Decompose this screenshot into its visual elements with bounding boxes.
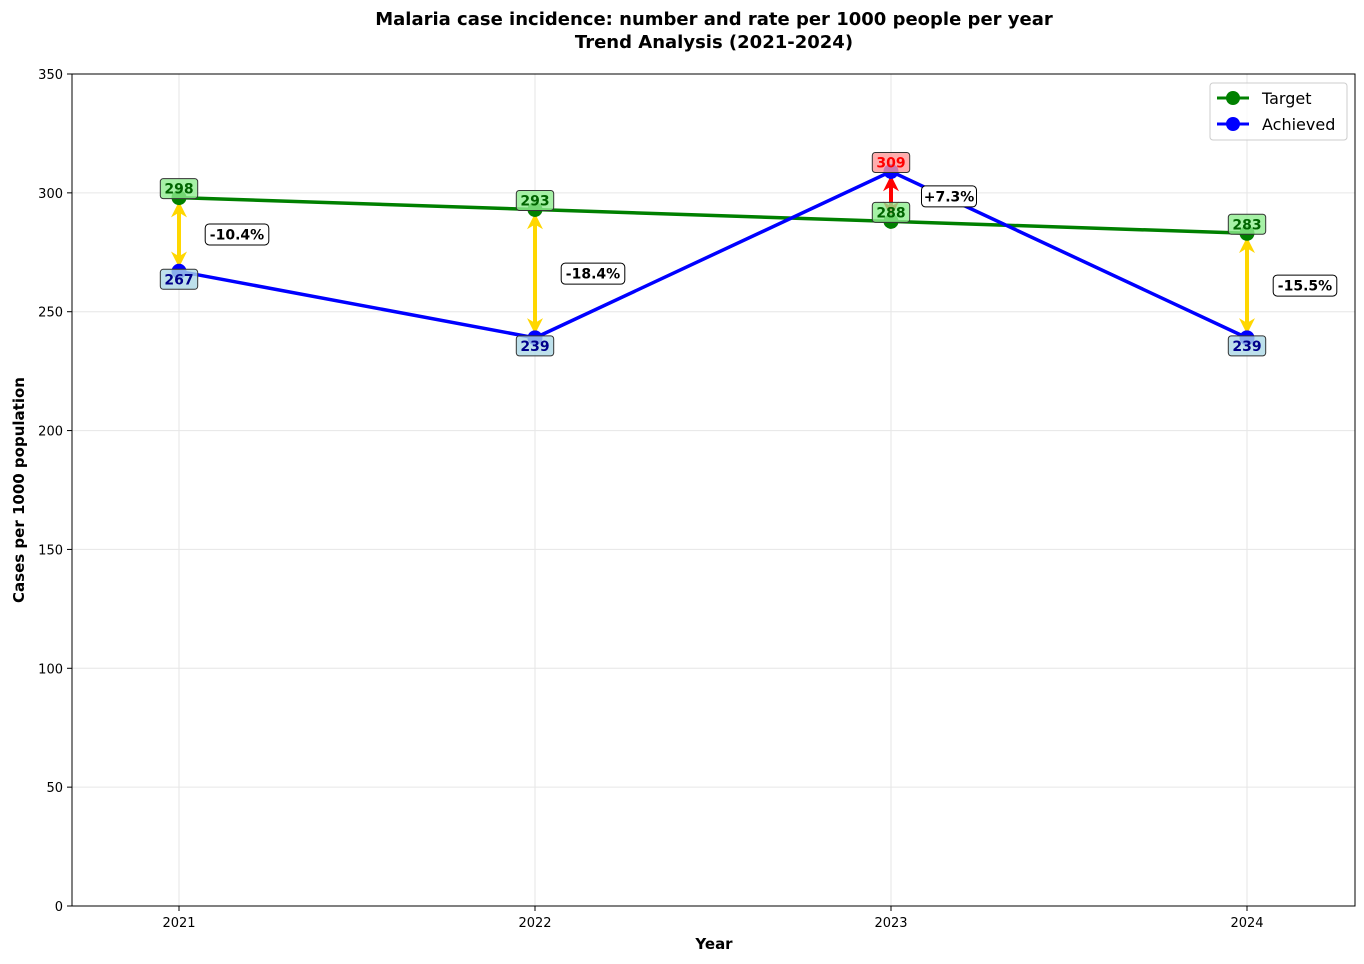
- series-line-target: [178, 195, 1248, 236]
- y-axis-label: Cases per 1000 population: [10, 377, 28, 603]
- chart-subtitle: Trend Analysis (2021-2024): [575, 32, 853, 53]
- deviation-label: -10.4%: [204, 223, 270, 246]
- y-tick-label: 50: [46, 781, 63, 796]
- target-value-label-text: 288: [876, 205, 905, 221]
- deviation-label-box: [921, 185, 977, 208]
- achieved-value-label-box: [515, 335, 555, 357]
- deviation-label-text: -10.4%: [210, 227, 264, 243]
- target-value-label-text: 283: [1232, 217, 1261, 233]
- target-value-label: 293: [515, 189, 555, 211]
- achieved-value-label: 239: [515, 335, 555, 357]
- target-value-label-text: 298: [164, 182, 193, 198]
- achieved-value-label: 309: [871, 151, 911, 173]
- target-value-label-box: [159, 178, 199, 200]
- achieved-value-label-box: [159, 268, 199, 290]
- deviation-label-text: -18.4%: [566, 267, 620, 283]
- deviation-label: -18.4%: [560, 262, 626, 285]
- y-tick-label: 150: [38, 543, 63, 558]
- value-labels: 298 267 293 239 288 309 283 239 -10.4% -18.4% +7.3…: [159, 151, 1338, 357]
- x-tick-label: 2021: [162, 916, 195, 931]
- target-value-label-text: 293: [520, 193, 549, 209]
- legend-achieved-label: Achieved: [1262, 115, 1335, 134]
- target-value-label: 283: [1227, 213, 1267, 235]
- legend-achieved-marker: [1226, 117, 1240, 131]
- deviation-label: +7.3%: [921, 185, 977, 208]
- x-tick-label: 2022: [518, 916, 551, 931]
- achieved-value-label-text: 267: [164, 272, 193, 288]
- x-tick-label: 2024: [1230, 916, 1263, 931]
- plot-frame: [71, 73, 1356, 907]
- legend: Target Achieved: [1209, 82, 1348, 141]
- deviation-label-box: [560, 262, 626, 285]
- target-value-label-box: [1227, 213, 1267, 235]
- chart-title: Malaria case incidence: number and rate …: [375, 9, 1053, 30]
- target-value-label-box: [515, 189, 555, 211]
- deviation-label-box: [1272, 274, 1338, 297]
- series-line-achieved: [178, 169, 1248, 340]
- achieved-value-label: 239: [1227, 335, 1267, 357]
- x-tick-label: 2023: [874, 916, 907, 931]
- x-axis-label: Year: [694, 935, 733, 953]
- y-tick-label: 300: [38, 187, 63, 202]
- x-axis-ticks: 2021 2022 2023 2024: [162, 906, 1264, 931]
- legend-target-label: Target: [1261, 89, 1312, 108]
- deviation-label-text: -15.5%: [1278, 279, 1332, 295]
- y-tick-label: 100: [38, 662, 63, 677]
- achieved-value-label-text: 239: [1232, 339, 1261, 355]
- achieved-value-label-box: [871, 151, 911, 173]
- y-tick-label: 200: [38, 425, 63, 440]
- y-tick-label: 0: [55, 900, 63, 915]
- deviation-label-box: [204, 223, 270, 246]
- y-tick-label: 350: [38, 68, 63, 83]
- target-value-label: 298: [159, 178, 199, 200]
- achieved-value-label-box: [1227, 335, 1267, 357]
- y-axis-ticks: 0 50 100 150 200 250 300 350: [38, 68, 72, 915]
- achieved-value-label: 267: [159, 268, 199, 290]
- target-value-label-box: [871, 201, 911, 223]
- deviation-label-text: +7.3%: [924, 189, 975, 205]
- achieved-value-label-text: 309: [876, 155, 905, 171]
- legend-target-marker: [1226, 91, 1240, 105]
- achieved-value-label-text: 239: [520, 339, 549, 355]
- y-tick-label: 250: [38, 306, 63, 321]
- target-value-label: 288: [871, 201, 911, 223]
- deviation-label: -15.5%: [1272, 274, 1338, 297]
- series-lines: [171, 163, 1255, 346]
